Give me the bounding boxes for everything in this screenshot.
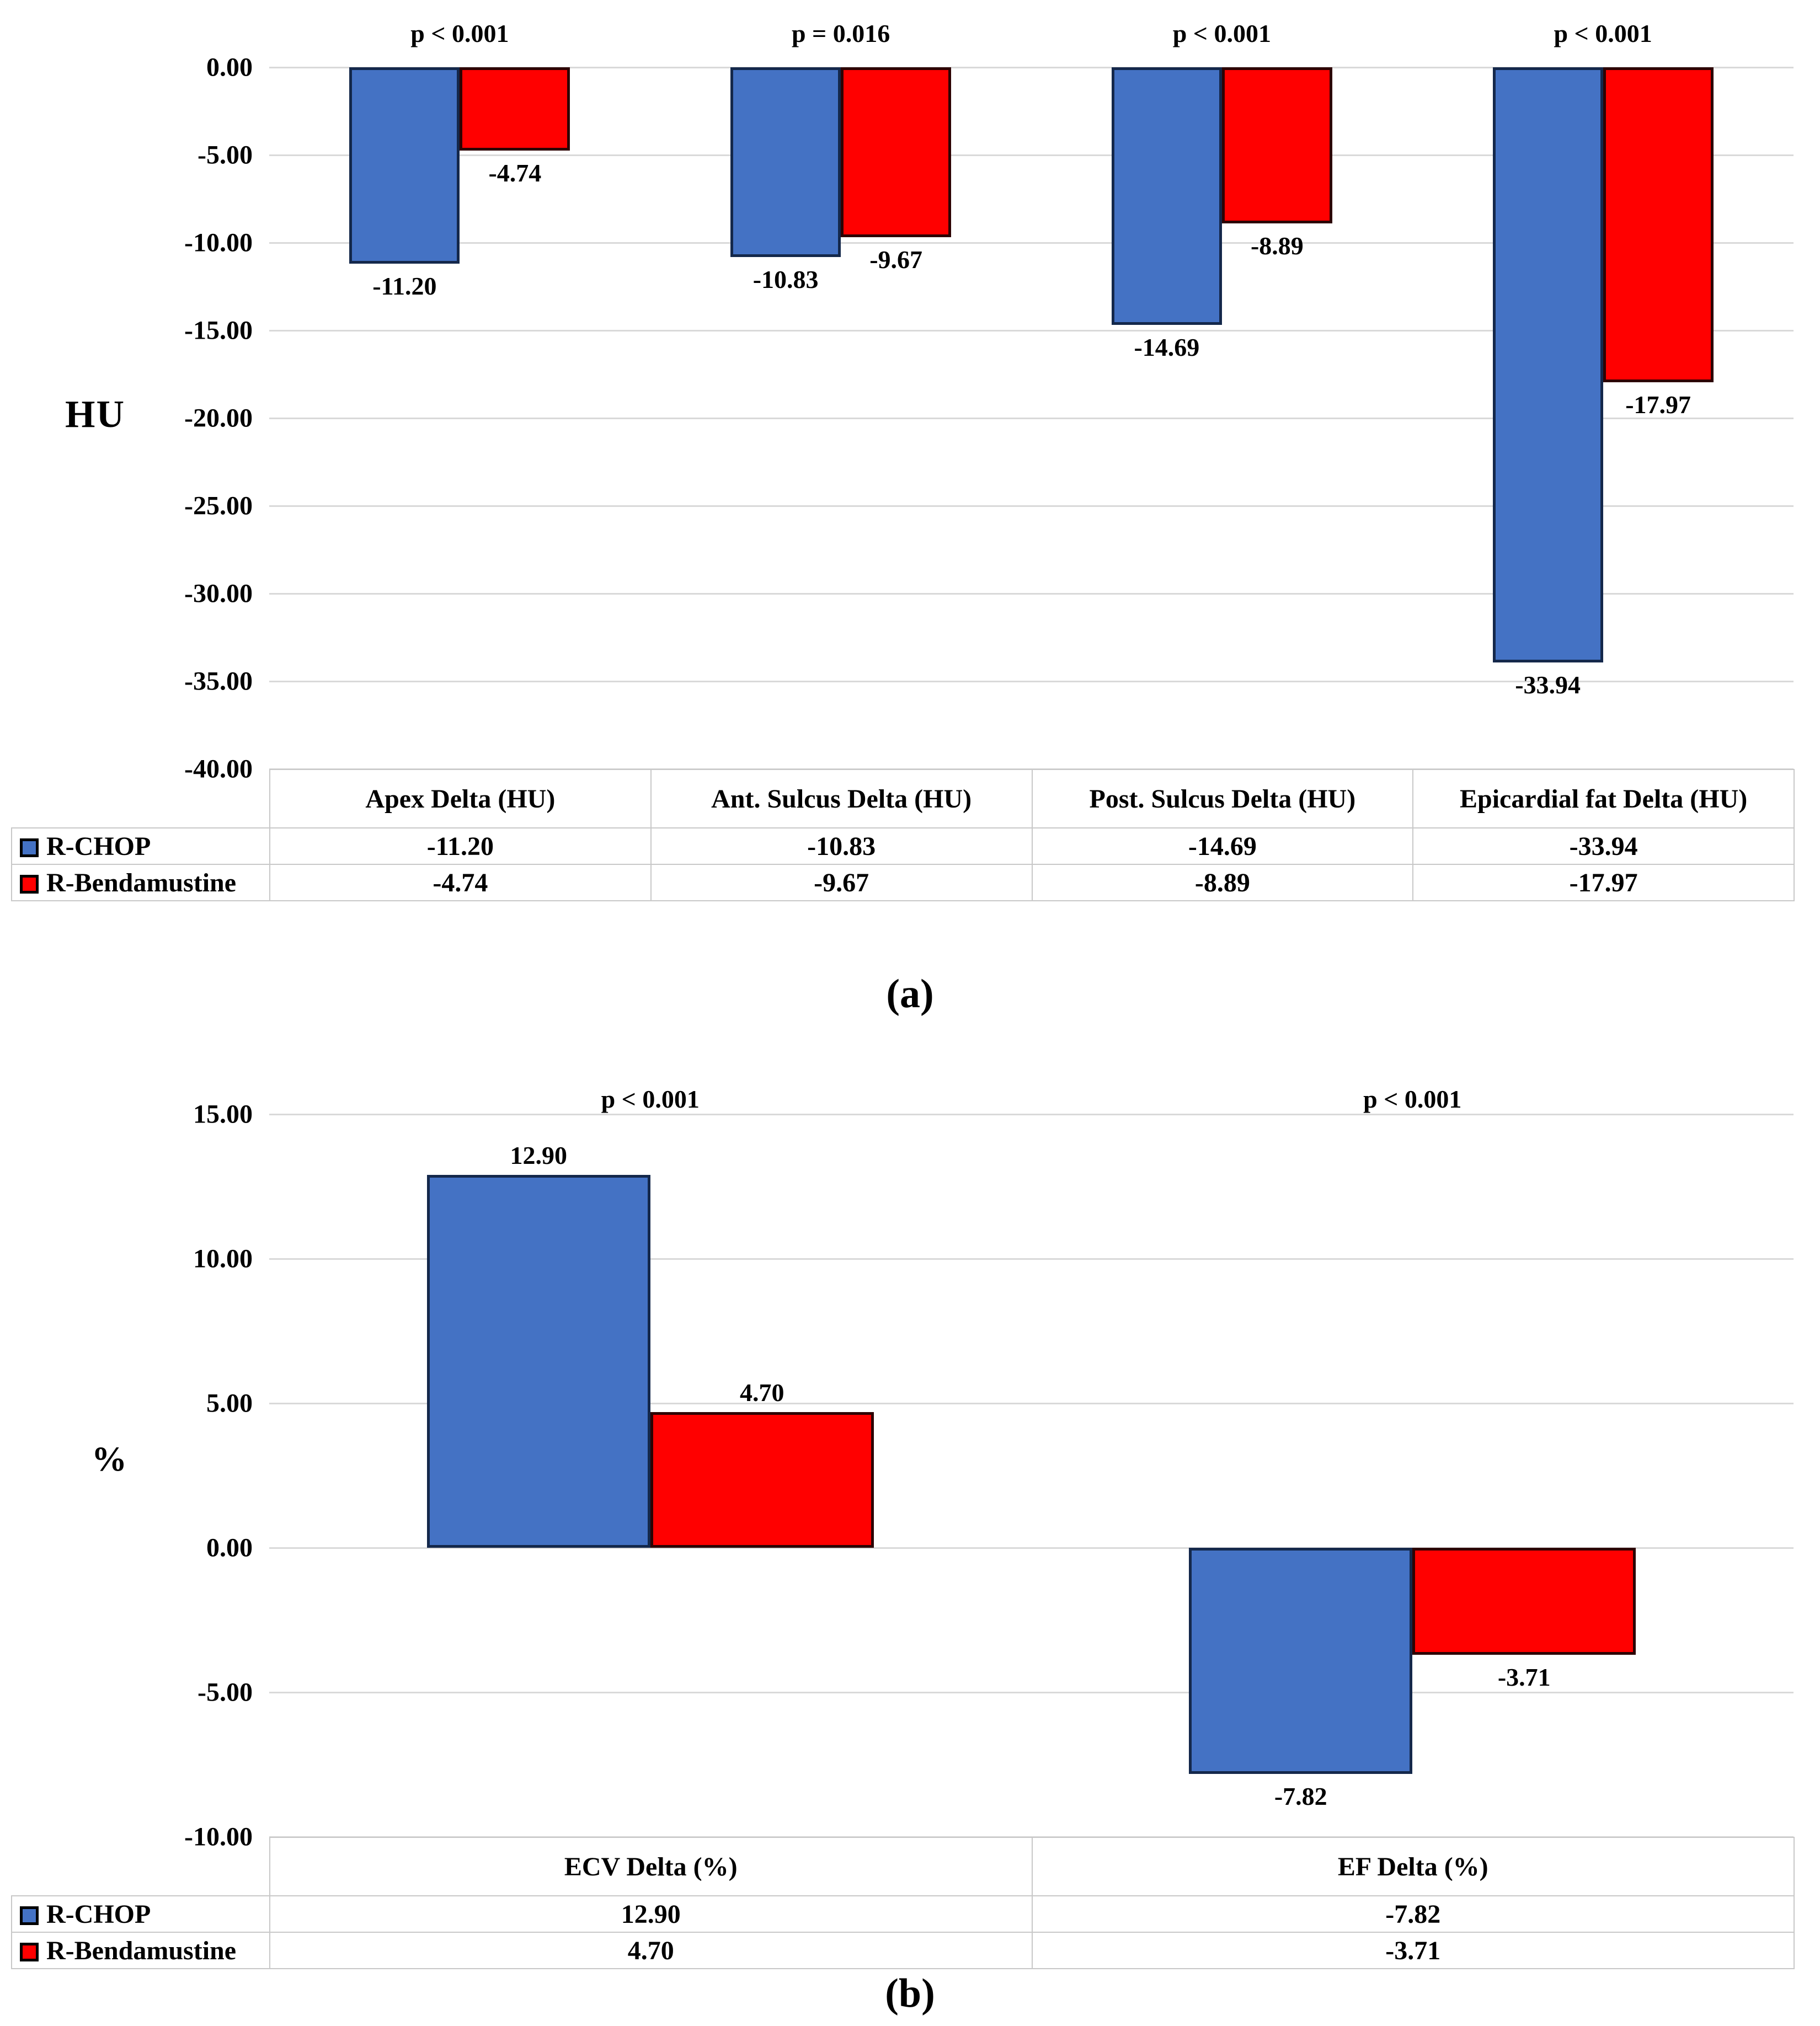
table-value-cell: -14.69	[1031, 827, 1414, 865]
bar-value-label: -10.83	[752, 265, 819, 294]
gridline	[269, 417, 1794, 419]
gridline	[269, 1836, 1794, 1838]
y-tick-label: 10.00	[193, 1244, 253, 1274]
bar-r-bendamustine	[1412, 1548, 1636, 1655]
table-header-cell: Apex Delta (HU)	[269, 769, 652, 828]
table-value-cell: -17.97	[1412, 864, 1795, 901]
table-header-cell: Epicardial fat Delta (HU)	[1412, 769, 1795, 828]
table-value-cell: -3.71	[1031, 1932, 1795, 1969]
p-value-label: p < 0.001	[1363, 1085, 1462, 1113]
y-tick-label: -5.00	[198, 140, 253, 170]
bar-r-bendamustine	[460, 67, 570, 151]
gridline	[269, 329, 1794, 332]
table-value-cell: -8.89	[1031, 864, 1414, 901]
table-value-cell: -4.74	[269, 864, 652, 901]
table-value-cell: -33.94	[1412, 827, 1795, 865]
gridline	[269, 154, 1794, 156]
gridline	[269, 1691, 1794, 1693]
bar-r-bendamustine	[1221, 67, 1332, 223]
bar-r-chop	[1111, 67, 1222, 325]
y-tick-label: -15.00	[184, 316, 253, 345]
gridline	[269, 680, 1794, 682]
legend-key-r-bendamustine	[20, 874, 39, 894]
gridline	[269, 242, 1794, 244]
y-tick-label: -35.00	[184, 666, 253, 696]
table-value-cell: -9.67	[650, 864, 1033, 901]
y-tick-label: 0.00	[206, 52, 253, 82]
legend-key-r-bendamustine	[20, 1942, 39, 1961]
panel-b-y-axis-title: %	[92, 1439, 127, 1478]
p-value-label: p < 0.001	[1172, 19, 1272, 47]
table-header-cell: EF Delta (%)	[1031, 1837, 1795, 1896]
bar-r-chop	[1189, 1548, 1413, 1774]
gridline	[269, 1547, 1794, 1549]
gridline	[269, 1113, 1794, 1115]
bar-value-label: -9.67	[869, 245, 923, 274]
table-corner-cell	[12, 769, 270, 828]
legend-key-r-chop	[20, 1906, 39, 1925]
legend-label: R-Bendamustine	[46, 1936, 237, 1965]
bar-value-label: 12.90	[510, 1141, 568, 1170]
legend-cell: R-CHOP	[11, 827, 270, 865]
bar-value-label: -7.82	[1274, 1782, 1327, 1810]
table-header-cell: ECV Delta (%)	[269, 1837, 1033, 1896]
legend-cell: R-Bendamustine	[11, 1932, 270, 1969]
bar-value-label: -11.20	[372, 272, 437, 301]
legend-key-r-chop	[20, 838, 39, 857]
p-value-label: p < 0.001	[601, 1085, 700, 1113]
bar-value-label: 4.70	[740, 1378, 784, 1407]
bar-r-bendamustine	[841, 67, 952, 237]
y-tick-label: -5.00	[198, 1677, 253, 1707]
gridline	[269, 768, 1794, 770]
panel-a-data-table: Apex Delta (HU) Ant. Sulcus Delta (HU) Pos…	[11, 769, 1795, 901]
table-value-cell: -7.82	[1031, 1895, 1795, 1933]
bar-value-label: -3.71	[1497, 1663, 1551, 1692]
bar-r-bendamustine	[650, 1412, 874, 1548]
gridline	[269, 505, 1794, 507]
y-tick-label: -30.00	[184, 579, 253, 608]
y-tick-label: 5.00	[206, 1388, 253, 1418]
y-tick-label: -25.00	[184, 491, 253, 521]
panel-b-data-table: ECV Delta (%) EF Delta (%) R-CHOP 12.90 -7.8…	[11, 1837, 1795, 1969]
table-value-cell: -10.83	[650, 827, 1033, 865]
panel-label-b: (b)	[885, 1971, 935, 2016]
p-value-label: p < 0.001	[1554, 19, 1652, 47]
panel-label-a: (a)	[886, 971, 934, 1017]
bar-r-chop	[1492, 67, 1603, 663]
gridline	[269, 66, 1794, 68]
table-value-cell: -11.20	[269, 827, 652, 865]
bar-r-bendamustine	[1603, 67, 1714, 383]
table-header-cell: Ant. Sulcus Delta (HU)	[650, 769, 1033, 828]
bar-value-label: -4.74	[488, 158, 542, 187]
p-value-label: p < 0.001	[410, 19, 509, 47]
table-corner-cell	[12, 1837, 270, 1896]
legend-cell: R-CHOP	[11, 1895, 270, 1933]
p-value-label: p = 0.016	[791, 19, 890, 47]
table-header-cell: Post. Sulcus Delta (HU)	[1031, 769, 1414, 828]
legend-label: R-CHOP	[46, 831, 151, 861]
gridline	[269, 592, 1794, 595]
y-tick-label: -20.00	[184, 403, 253, 433]
y-tick-label: -10.00	[184, 228, 253, 258]
legend-cell: R-Bendamustine	[11, 864, 270, 901]
bar-r-chop	[349, 67, 460, 264]
gridline	[269, 1258, 1794, 1260]
legend-label: R-CHOP	[46, 1899, 151, 1929]
panel-a-y-axis-title: HU	[65, 393, 125, 436]
gridline	[269, 1402, 1794, 1404]
bar-value-label: -17.97	[1625, 391, 1691, 419]
legend-label: R-Bendamustine	[46, 868, 237, 897]
table-value-cell: 12.90	[269, 1895, 1033, 1933]
y-tick-label: 0.00	[206, 1533, 253, 1563]
table-value-cell: 4.70	[269, 1932, 1033, 1969]
bar-value-label: -14.69	[1134, 333, 1200, 362]
bar-r-chop	[426, 1175, 650, 1548]
bar-r-chop	[730, 67, 841, 258]
y-tick-label: 15.00	[193, 1099, 253, 1129]
bar-value-label: -8.89	[1250, 231, 1304, 260]
bar-value-label: -33.94	[1515, 671, 1581, 699]
